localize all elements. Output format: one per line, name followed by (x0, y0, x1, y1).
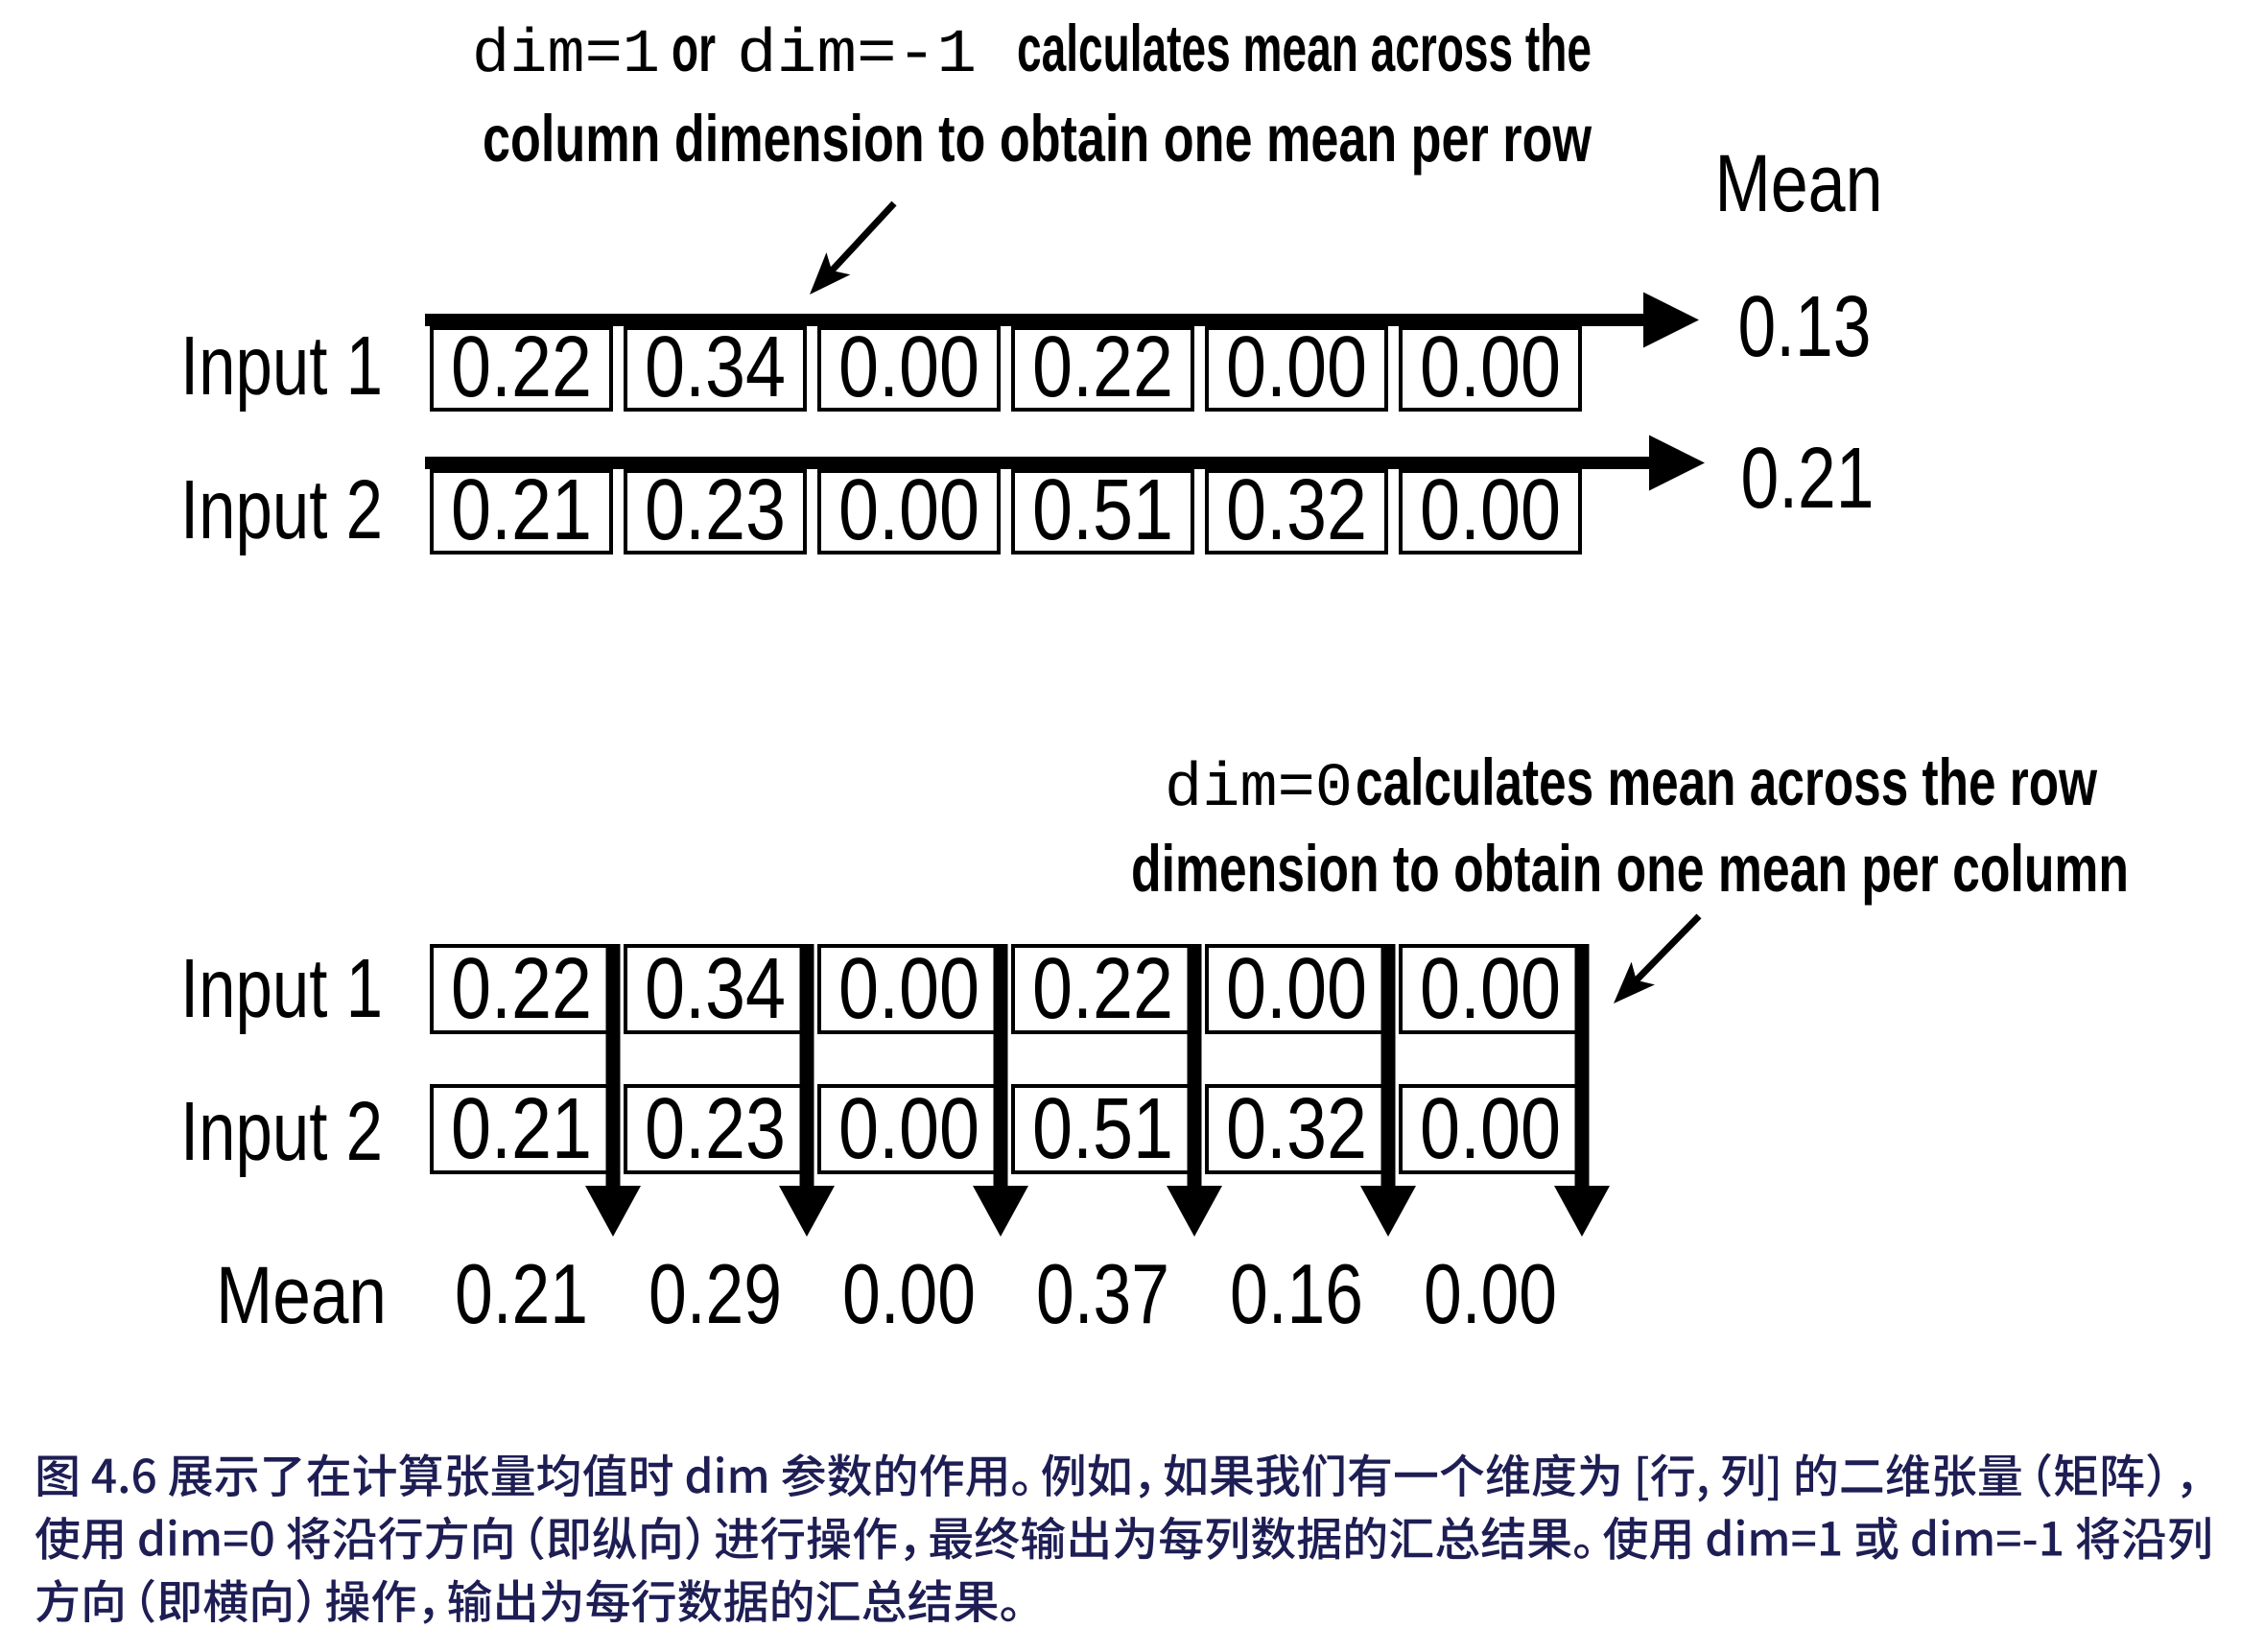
svg-text:0.00: 0.00 (1420, 941, 1561, 1037)
svg-text:0.00: 0.00 (1424, 1246, 1557, 1341)
svg-text:0.37: 0.37 (1036, 1246, 1169, 1341)
svg-text:0.00: 0.00 (1420, 462, 1561, 558)
svg-text:column dimension to obtain one: column dimension to obtain one mean per … (483, 102, 1592, 176)
svg-text:0.21: 0.21 (451, 1081, 592, 1177)
svg-text:0.00: 0.00 (1420, 1081, 1561, 1177)
svg-text:0.51: 0.51 (1032, 462, 1173, 558)
svg-text:0.00: 0.00 (838, 941, 979, 1037)
svg-text:calculates mean across the: calculates mean across the (1017, 12, 1592, 85)
svg-text:0.23: 0.23 (645, 462, 786, 558)
svg-text:0.00: 0.00 (838, 462, 979, 558)
svg-text:0.34: 0.34 (645, 941, 786, 1037)
svg-text:dimension to obtain one mean p: dimension to obtain one mean per column (1131, 832, 2129, 906)
svg-text:Mean: Mean (216, 1250, 387, 1340)
svg-text:0.00: 0.00 (838, 1081, 979, 1177)
svg-text:0.00: 0.00 (842, 1246, 976, 1341)
svg-text:0.00: 0.00 (1226, 319, 1367, 415)
svg-text:0.21: 0.21 (1741, 431, 1875, 527)
svg-text:0.22: 0.22 (451, 941, 592, 1037)
svg-text:0.13: 0.13 (1738, 279, 1872, 375)
svg-text:Input 1: Input 1 (180, 942, 383, 1035)
svg-text:0.21: 0.21 (455, 1246, 588, 1341)
svg-text:0.32: 0.32 (1226, 1081, 1367, 1177)
svg-text:0.34: 0.34 (645, 319, 786, 415)
svg-text:0.00: 0.00 (1420, 319, 1561, 415)
svg-text:Mean: Mean (1715, 138, 1883, 228)
svg-text:0.16: 0.16 (1230, 1246, 1363, 1341)
svg-text:0.22: 0.22 (451, 319, 592, 415)
svg-text:0.00: 0.00 (1226, 941, 1367, 1037)
svg-text:0.29: 0.29 (649, 1246, 782, 1341)
svg-text:0.32: 0.32 (1226, 462, 1367, 558)
svg-text:or: or (672, 12, 716, 85)
svg-text:0.22: 0.22 (1032, 319, 1173, 415)
svg-text:0.22: 0.22 (1032, 941, 1173, 1037)
svg-text:Input 2: Input 2 (180, 463, 383, 556)
svg-text:Input 1: Input 1 (180, 319, 383, 413)
svg-text:dim=1: dim=1 (472, 21, 660, 90)
svg-text:0.23: 0.23 (645, 1081, 786, 1177)
svg-text:0.00: 0.00 (838, 319, 979, 415)
svg-text:calculates mean across the row: calculates mean across the row (1356, 745, 2097, 819)
svg-text:Input 2: Input 2 (180, 1085, 383, 1178)
svg-text:0.21: 0.21 (451, 462, 592, 558)
svg-text:dim=0: dim=0 (1165, 755, 1353, 824)
svg-text:0.51: 0.51 (1032, 1081, 1173, 1177)
svg-text:dim=-1: dim=-1 (737, 21, 977, 90)
